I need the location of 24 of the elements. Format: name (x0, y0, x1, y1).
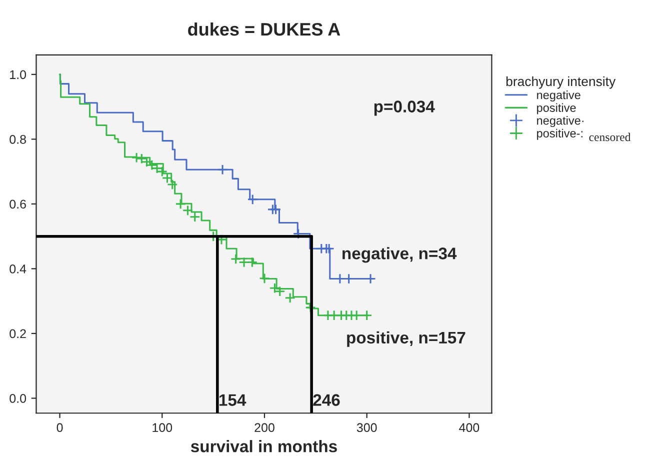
chart-title: dukes = DUKES A (188, 22, 340, 36)
ref-line-label: 154 (219, 394, 246, 406)
y-tick-label: 0.4 (10, 264, 26, 274)
legend-title: brachyury intensity (506, 76, 616, 89)
annotation: p=0.034 (374, 100, 435, 116)
annotation: positive, n=157 (347, 331, 466, 347)
x-tick-label: 100 (152, 423, 172, 432)
text: censored (589, 132, 631, 142)
annotation: negative, n=34 (342, 247, 457, 263)
ref-line-label: 246 (313, 394, 340, 406)
y-tick-label: 0.2 (10, 329, 26, 338)
x-tick-label: 0 (56, 423, 63, 432)
legend-label: negative (537, 90, 580, 102)
legend-label: positive-: (537, 128, 582, 140)
x-tick-label: 400 (459, 423, 480, 432)
legend-label: negative· (537, 116, 584, 128)
x-tick-label: 200 (254, 423, 274, 432)
x-tick-label: 300 (356, 423, 377, 432)
y-tick-label: 1.0 (10, 70, 26, 80)
legend-label: positive (537, 103, 576, 114)
y-tick-label: 0.6 (10, 200, 26, 209)
y-tick-label: 0.0 (10, 394, 26, 403)
x-axis-title: survival in months (190, 440, 337, 452)
y-tick-label: 0.8 (10, 134, 26, 144)
